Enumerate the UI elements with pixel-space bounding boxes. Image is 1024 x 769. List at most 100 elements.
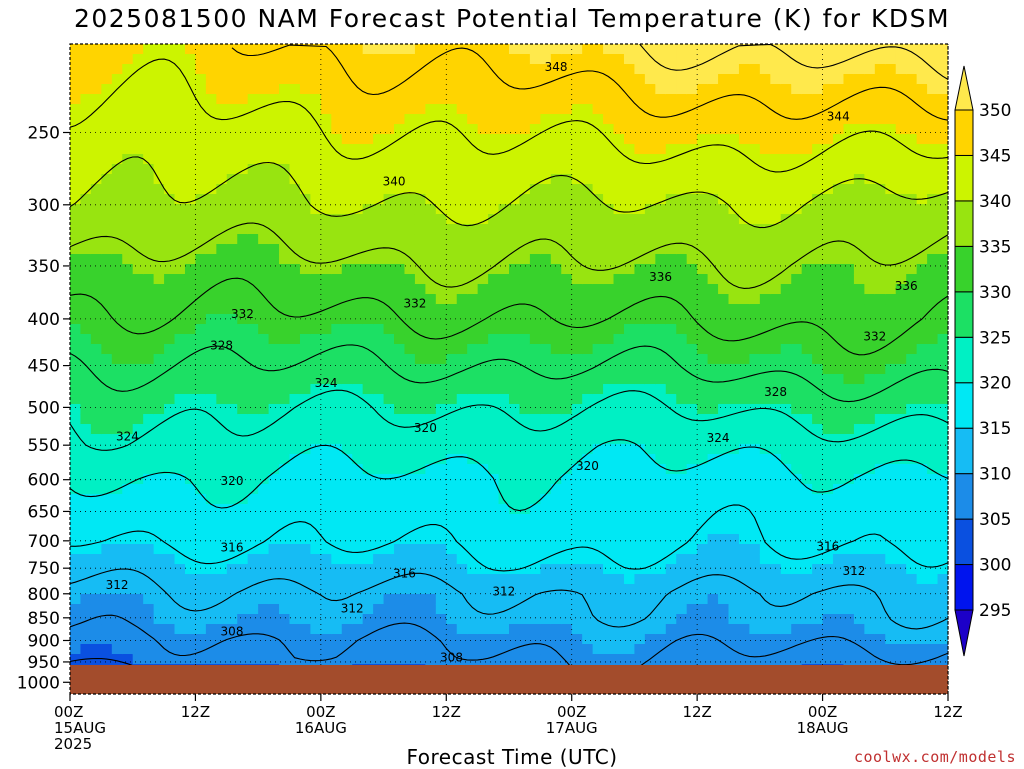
field-cell — [164, 524, 176, 535]
field-cell — [331, 154, 343, 165]
field-cell — [488, 614, 500, 625]
field-cell — [310, 374, 322, 385]
field-cell — [623, 644, 636, 655]
field-cell — [582, 104, 594, 115]
field-cell — [738, 414, 750, 425]
field-cell — [603, 194, 615, 205]
field-cell — [843, 404, 855, 415]
field-cell — [498, 124, 510, 135]
field-cell — [738, 124, 750, 135]
field-cell — [613, 554, 625, 565]
field-cell — [718, 534, 730, 545]
field-cell — [582, 214, 594, 225]
field-cell — [153, 234, 165, 245]
field-cell — [310, 384, 322, 395]
field-cell — [425, 94, 437, 105]
field-cell — [718, 124, 730, 135]
field-cell — [435, 154, 447, 165]
field-cell — [205, 304, 217, 315]
field-cell — [205, 514, 217, 525]
field-cell — [665, 524, 677, 535]
field-cell — [352, 224, 364, 235]
field-cell — [216, 264, 228, 275]
field-cell — [665, 574, 677, 585]
field-cell — [80, 434, 92, 445]
field-cell — [791, 364, 803, 375]
field-cell — [101, 164, 113, 175]
field-cell — [143, 374, 155, 385]
field-cell — [749, 204, 761, 215]
field-cell — [550, 264, 562, 275]
field-cell — [195, 424, 207, 435]
field-cell — [561, 584, 573, 595]
field-cell — [435, 564, 447, 575]
field-cell — [655, 304, 667, 315]
field-cell — [853, 64, 865, 75]
field-cell — [216, 164, 228, 175]
field-cell — [331, 524, 343, 535]
field-cell — [195, 184, 207, 195]
field-cell — [352, 124, 364, 135]
field-cell — [822, 224, 834, 235]
field-cell — [341, 354, 353, 365]
field-cell — [853, 294, 865, 305]
field-cell — [812, 134, 824, 145]
field-cell — [550, 634, 562, 645]
field-cell — [707, 474, 719, 485]
field-cell — [258, 274, 270, 285]
field-cell — [258, 164, 270, 175]
field-cell — [738, 384, 750, 395]
field-cell — [268, 384, 280, 395]
field-cell — [320, 444, 332, 455]
field-cell — [550, 234, 562, 245]
field-cell — [498, 64, 510, 75]
field-cell — [634, 524, 646, 535]
field-cell — [310, 74, 322, 85]
field-cell — [665, 594, 677, 605]
field-cell — [770, 54, 782, 65]
field-cell — [801, 114, 813, 125]
field-cell — [665, 324, 677, 335]
field-cell — [833, 84, 845, 95]
field-cell — [247, 534, 259, 545]
field-cell — [279, 94, 291, 105]
field-cell — [268, 334, 280, 345]
field-cell — [195, 464, 207, 475]
field-cell — [707, 434, 719, 445]
field-cell — [770, 394, 782, 405]
field-cell — [540, 604, 552, 615]
field-cell — [728, 494, 740, 505]
field-cell — [509, 334, 521, 345]
field-cell — [634, 404, 646, 415]
field-cell — [289, 164, 301, 175]
field-cell — [247, 84, 259, 95]
field-cell — [801, 244, 813, 255]
field-cell — [205, 364, 217, 375]
field-cell — [132, 534, 144, 545]
field-cell — [571, 214, 583, 225]
field-cell — [153, 574, 165, 585]
field-cell — [352, 374, 364, 385]
field-cell — [822, 294, 834, 305]
field-cell — [728, 584, 740, 595]
field-cell — [843, 284, 855, 295]
field-cell — [132, 234, 144, 245]
field-cell — [247, 634, 259, 645]
field-cell — [529, 174, 541, 185]
field-cell — [697, 574, 709, 585]
field-cell — [833, 144, 845, 155]
field-cell — [122, 594, 134, 605]
field-cell — [791, 394, 803, 405]
field-cell — [404, 114, 416, 125]
field-cell — [665, 364, 677, 375]
field-cell — [404, 494, 416, 505]
field-cell — [174, 334, 186, 345]
field-cell — [519, 164, 531, 175]
field-cell — [237, 74, 249, 85]
field-cell — [320, 464, 332, 475]
field-cell — [571, 464, 583, 475]
field-cell — [456, 74, 468, 85]
field-cell — [101, 64, 113, 75]
field-cell — [676, 424, 688, 435]
field-cell — [331, 594, 343, 605]
